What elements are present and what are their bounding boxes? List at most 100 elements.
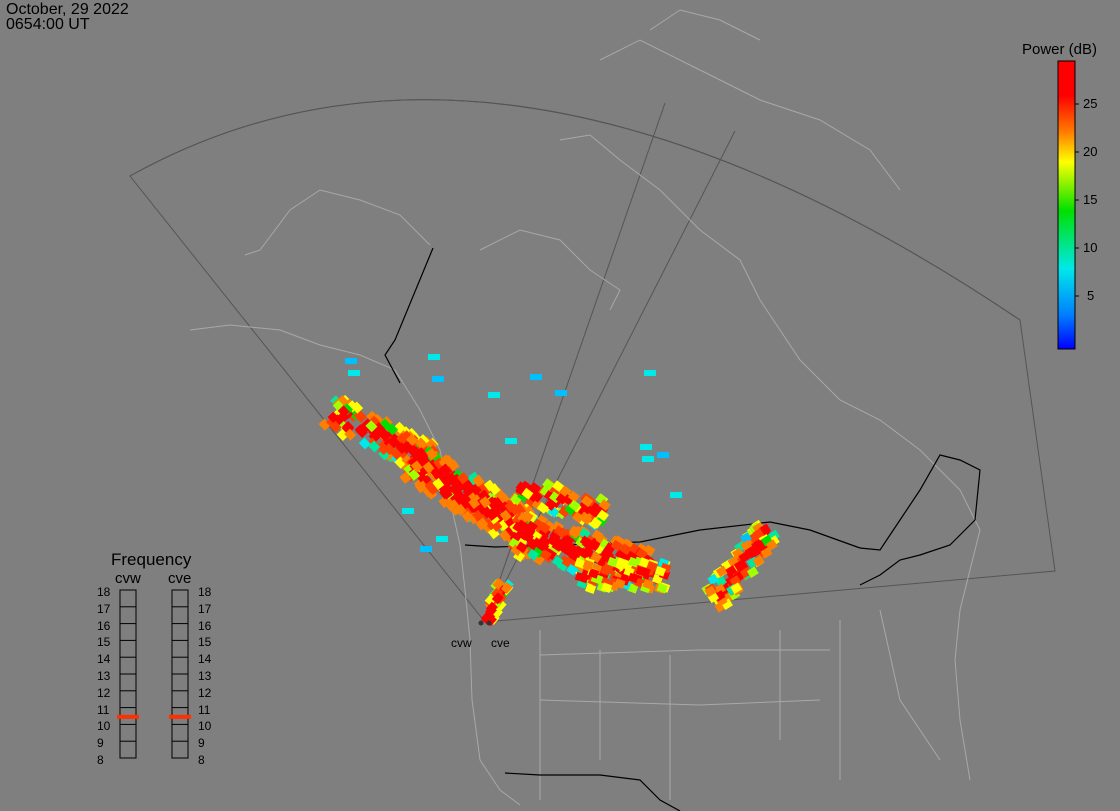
echo-cell — [587, 539, 600, 552]
echo-cell — [442, 474, 455, 487]
echo-cell — [581, 495, 594, 508]
echo-cell — [646, 560, 658, 572]
frequency-level-label: 12 — [97, 685, 111, 700]
frequency-gauges — [117, 589, 191, 759]
echo-cell — [601, 582, 613, 593]
echo-cell — [454, 503, 467, 516]
echo-cell — [488, 392, 500, 398]
echo-cell — [510, 544, 523, 557]
colorbar-tick-label: 5 — [1087, 288, 1095, 303]
borders — [384, 247, 981, 811]
echo-cell — [548, 536, 561, 548]
echo-cell — [471, 509, 484, 522]
echo-cell — [521, 487, 534, 500]
echo-cell — [598, 499, 611, 512]
echo-cell — [657, 452, 669, 458]
frequency-column-label-cve: cve — [168, 570, 192, 587]
echo-cell — [566, 563, 579, 576]
echo-cell — [643, 544, 656, 557]
echo-cell — [424, 479, 437, 492]
echo-cell — [483, 479, 496, 492]
frequency-level-label: 9 — [198, 736, 205, 751]
echo-cell — [476, 502, 489, 515]
echo-cell — [616, 557, 628, 568]
frequency-level-label: 11 — [97, 702, 110, 717]
echo-cell — [521, 510, 534, 523]
colorbar-title: Power (dB) — [1022, 41, 1098, 58]
echo-cell — [752, 555, 765, 567]
site-marker-cve — [486, 620, 492, 626]
echo-cell — [472, 474, 485, 487]
site-label-cve: cve — [491, 636, 510, 650]
echo-cell — [555, 493, 568, 505]
echo-cell — [344, 428, 357, 441]
frequency-level-label: 16 — [198, 618, 212, 633]
echo-cell — [393, 421, 406, 434]
echo-cell — [715, 595, 728, 607]
echo-cell — [619, 543, 632, 556]
echo-cell — [580, 513, 593, 526]
echo-cell — [578, 527, 591, 540]
echo-cell — [336, 411, 349, 424]
echo-cell — [536, 514, 549, 527]
echo-cell — [558, 505, 571, 518]
echo-cell — [494, 490, 507, 503]
echo-cell — [536, 539, 549, 551]
echo-cell — [497, 518, 510, 531]
echo-cell — [515, 541, 528, 554]
echo-cell — [552, 480, 565, 493]
echo-cell — [610, 539, 623, 552]
site-label-cvw: cvw — [451, 636, 472, 650]
echo-cell — [425, 448, 438, 461]
echo-cell — [394, 456, 407, 469]
echo-cell — [553, 525, 566, 538]
echo-cell — [479, 496, 492, 509]
echo-cell — [492, 577, 505, 590]
echo-cell — [415, 437, 428, 450]
echo-cell — [504, 500, 517, 513]
frequency-level-label: 9 — [97, 736, 104, 751]
echo-cell — [468, 497, 481, 510]
echo-cell — [765, 539, 778, 551]
frequency-level-label: 17 — [97, 601, 111, 616]
echo-cell — [442, 454, 455, 468]
echo-cell — [420, 546, 432, 552]
echo-cell — [542, 478, 555, 491]
radar-sites — [478, 620, 492, 626]
echo-cell — [483, 611, 496, 624]
echo-cell — [639, 566, 651, 578]
echo-cell — [568, 499, 581, 512]
echo-cell — [713, 583, 726, 595]
echo-cell — [577, 572, 589, 584]
echo-cell — [485, 509, 498, 522]
echo-cell — [746, 566, 759, 578]
echo-cell — [614, 578, 626, 589]
echo-cell — [707, 591, 720, 604]
echo-cell — [714, 575, 727, 588]
echo-cell — [530, 374, 542, 380]
echo-cell — [590, 516, 603, 529]
echo-cell — [318, 418, 331, 431]
echo-cell — [591, 529, 604, 542]
echo-cell — [640, 444, 652, 450]
echo-cell — [704, 585, 717, 598]
echo-cell — [544, 499, 557, 511]
echo-cell — [329, 420, 342, 433]
echo-cell — [549, 529, 562, 541]
frequency-level-label: 16 — [97, 618, 111, 633]
echo-cell — [399, 471, 412, 484]
echo-cell — [499, 529, 511, 542]
colorbar-ticks — [1075, 103, 1079, 297]
echo-cell — [523, 526, 536, 538]
echo-cell — [642, 456, 654, 462]
frequency-level-label: 8 — [198, 753, 205, 767]
frequency-level-label: 15 — [198, 635, 212, 650]
echo-cell — [336, 429, 349, 442]
echo-cell — [558, 543, 571, 555]
echo-cell — [426, 459, 439, 472]
echo-cell — [564, 503, 577, 516]
echo-cell — [595, 515, 608, 527]
frequency-level-label: 13 — [198, 669, 212, 683]
frequency-level-label: 13 — [97, 669, 111, 683]
echo-cell — [365, 420, 378, 433]
